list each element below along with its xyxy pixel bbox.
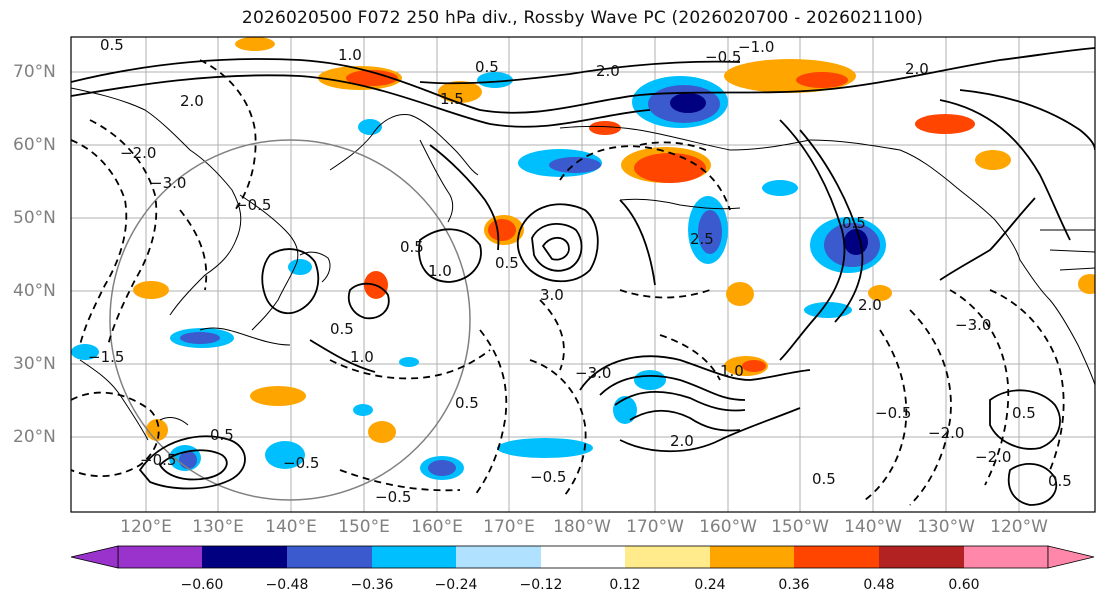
lat-label-40n: 40°N (13, 281, 56, 301)
rossby-wave-circle (109, 139, 471, 501)
contour-label: 1.0 (338, 46, 362, 64)
colorbar-tick: −0.24 (434, 577, 478, 593)
lon-label-130e: 130°E (192, 517, 244, 537)
contour-label: 0.5 (1012, 404, 1036, 422)
colorbar-cell (456, 546, 541, 568)
contour-label: 2.0 (858, 296, 882, 314)
contour-label: −2.0 (928, 424, 964, 442)
contour-label: 1.5 (440, 90, 464, 108)
lon-label-160w: 160°W (699, 517, 757, 537)
contour-label: 0.5 (455, 394, 479, 412)
lat-label-70n: 70°N (13, 62, 56, 82)
colorbar-cell (710, 546, 794, 568)
colorbar-tick: −0.12 (519, 577, 563, 593)
contour-label: −2.0 (975, 448, 1011, 466)
colorbar-tick: −0.60 (180, 577, 224, 593)
contour-labels: 0.5 0.5 −0.5 −1.0 1.5 2.0 2.0 −2.0 −3.0 … (88, 36, 1072, 506)
contour-label: −0.5 (530, 468, 566, 486)
contour-label: −0.5 (140, 451, 176, 469)
colorbar-cell (964, 546, 1048, 568)
contour-label: 2.0 (596, 62, 620, 80)
lon-label-150e: 150°E (338, 517, 390, 537)
contour-label: 0.5 (475, 58, 499, 76)
negative-contours (71, 59, 1065, 506)
contour-label: 0.5 (842, 214, 866, 232)
contour-label: 2.0 (180, 92, 204, 110)
positive-contours (71, 47, 1095, 506)
colorbar-cell (541, 546, 625, 568)
contour-label: 2.5 (690, 230, 714, 248)
lat-label-60n: 60°N (13, 135, 56, 155)
contour-label: −2.0 (120, 144, 156, 162)
lon-label-170e: 170°E (483, 517, 535, 537)
colorbar-cell (372, 546, 456, 568)
lat-label-50n: 50°N (13, 208, 56, 228)
colorbar-tick: 0.24 (694, 577, 726, 593)
colorbar-min-extension (70, 545, 119, 569)
lon-label-150w: 150°W (771, 517, 829, 537)
colorbar-cell (625, 546, 710, 568)
contour-label: 1.0 (350, 348, 374, 366)
contour-label: −0.5 (875, 404, 911, 422)
contour-label: −3.0 (150, 174, 186, 192)
contour-label: −0.5 (283, 454, 319, 472)
map-plot-area: 0.5 0.5 −0.5 −1.0 1.5 2.0 2.0 −2.0 −3.0 … (71, 36, 1095, 512)
contour-label: 0.5 (1048, 472, 1072, 490)
contour-label: −3.0 (575, 364, 611, 382)
colorbar-cell (879, 546, 964, 568)
colorbar-max-extension (1047, 545, 1095, 569)
colorbar-tick: −0.48 (265, 577, 309, 593)
contour-label: 0.5 (812, 470, 836, 488)
lat-label-30n: 30°N (13, 354, 56, 374)
colorbar-tick: 0.36 (778, 577, 810, 593)
colorbar-tick: 0.48 (863, 577, 895, 593)
contour-label: −1.0 (738, 38, 774, 56)
divergence-shading (71, 37, 1095, 480)
contour-label: 0.5 (210, 426, 234, 444)
lon-label-120e: 120°E (120, 517, 172, 537)
lon-label-170w: 170°W (626, 517, 684, 537)
lon-label-160e: 160°E (411, 517, 463, 537)
contour-label: 3.0 (540, 286, 564, 304)
contour-label: −0.5 (705, 48, 741, 66)
contour-label: 2.0 (670, 432, 694, 450)
coastlines (71, 87, 1095, 441)
contour-label: −0.5 (375, 488, 411, 506)
contour-label: 1.0 (720, 362, 744, 380)
colorbar-cell (118, 546, 202, 568)
contour-label: −1.5 (88, 348, 124, 366)
contour-label: 0.5 (495, 254, 519, 272)
contour-label: −3.0 (955, 316, 991, 334)
contour-label: 1.0 (428, 262, 452, 280)
colorbar-tick: −0.36 (350, 577, 394, 593)
lon-label-180w: 180°W (553, 517, 611, 537)
colorbar-cell (287, 546, 372, 568)
contour-label: 0.5 (400, 238, 424, 256)
colorbar (70, 545, 1095, 569)
lat-label-20n: 20°N (13, 427, 56, 447)
map-title: 2026020500 F072 250 hPa div., Rossby Wav… (241, 8, 924, 28)
colorbar-cell (202, 546, 287, 568)
lon-label-120w: 120°W (990, 517, 1048, 537)
contour-label: 0.5 (330, 320, 354, 338)
contour-label: 0.5 (100, 36, 124, 54)
lon-label-140e: 140°E (265, 517, 317, 537)
contour-label: −0.5 (235, 196, 271, 214)
map-frame (70, 36, 1096, 513)
contour-label: 2.0 (905, 60, 929, 78)
lon-label-130w: 130°W (917, 517, 975, 537)
colorbar-cell (794, 546, 879, 568)
lon-label-140w: 140°W (844, 517, 902, 537)
colorbar-tick: 0.60 (948, 577, 980, 593)
colorbar-tick: 0.12 (609, 577, 641, 593)
